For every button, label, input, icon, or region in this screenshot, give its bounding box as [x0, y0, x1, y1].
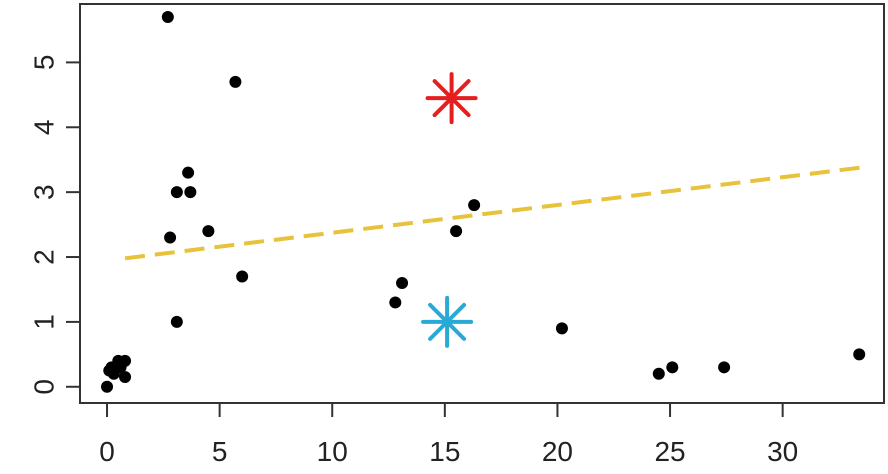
data-point [119, 371, 132, 384]
data-point [555, 322, 568, 335]
data-point [101, 380, 114, 393]
trend-line [124, 165, 862, 261]
data-point [666, 361, 679, 374]
data-point [182, 166, 195, 179]
data-point [389, 296, 402, 309]
y-tick-label: 1 [29, 314, 60, 330]
y-axis: 0 1 2 3 4 5 [29, 55, 81, 395]
x-tick-label: 10 [317, 436, 348, 467]
data-point [164, 231, 177, 244]
data-point [450, 225, 463, 238]
y-tick-label: 0 [29, 379, 60, 395]
data-point [229, 75, 242, 88]
data-point [161, 10, 174, 23]
y-tick-label: 2 [29, 249, 60, 265]
x-tick-label: 30 [767, 436, 798, 467]
data-point [718, 361, 731, 374]
x-tick-label: 20 [542, 436, 573, 467]
data-point [170, 186, 183, 199]
trend-line-layer [124, 165, 862, 261]
asterisk-stroke [432, 79, 471, 118]
data-point [202, 225, 215, 238]
x-axis: 0 5 10 15 20 25 30 [99, 402, 798, 467]
x-tick-label: 0 [99, 436, 115, 467]
red-asterisk-marker [425, 72, 478, 125]
asterisk-stroke [428, 302, 467, 341]
x-tick-label: 5 [212, 436, 228, 467]
x-tick-label: 25 [654, 436, 685, 467]
highlight-markers-layer [421, 72, 478, 348]
y-tick-label: 4 [29, 119, 60, 135]
plot-frame [79, 3, 885, 404]
data-point [468, 199, 481, 212]
data-point [119, 354, 132, 367]
x-tick-label: 15 [429, 436, 460, 467]
data-point [396, 276, 409, 289]
blue-asterisk-marker [421, 295, 474, 348]
y-tick-label: 3 [29, 184, 60, 200]
data-point [184, 186, 197, 199]
data-point [853, 348, 866, 361]
data-point [652, 367, 665, 380]
data-point [236, 270, 249, 283]
data-point [170, 315, 183, 328]
points-layer [101, 10, 866, 393]
y-tick-label: 5 [29, 55, 60, 71]
